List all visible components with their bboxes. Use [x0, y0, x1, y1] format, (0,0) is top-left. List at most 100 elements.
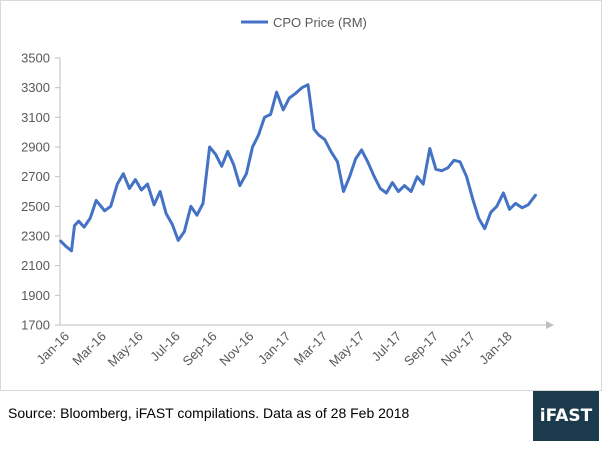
- data-point: [514, 202, 517, 205]
- data-point: [103, 210, 106, 212]
- data-point: [521, 207, 523, 209]
- x-axis-arrow: [546, 321, 554, 329]
- data-point: [483, 227, 486, 230]
- data-point: [422, 183, 425, 185]
- x-tick-label: Jan-16: [33, 329, 72, 368]
- x-tick-label: May-17: [326, 329, 367, 370]
- data-point: [318, 134, 320, 136]
- data-point: [146, 183, 149, 185]
- data-point: [385, 192, 388, 194]
- legend-label: CPO Price (RM): [273, 15, 367, 30]
- data-point: [257, 134, 260, 136]
- series-line-cpo-price: [58, 83, 538, 253]
- data-point: [153, 204, 155, 206]
- y-tick-label: 3500: [21, 51, 50, 66]
- data-point: [435, 168, 437, 171]
- x-tick-label: Mar-17: [291, 329, 331, 369]
- data-point: [410, 190, 412, 193]
- y-tick-label: 2500: [21, 199, 50, 214]
- data-point: [128, 187, 131, 190]
- data-point: [83, 226, 85, 228]
- y-tick-label: 2900: [21, 140, 50, 155]
- data-point: [502, 192, 505, 194]
- x-tick-label: Jan-18: [476, 329, 515, 368]
- data-point: [239, 184, 241, 187]
- data-point: [183, 230, 186, 233]
- data-point: [275, 91, 278, 93]
- data-point: [348, 175, 351, 178]
- data-point: [140, 189, 143, 191]
- data-point: [282, 109, 285, 111]
- data-point: [159, 190, 161, 193]
- y-tick-label: 3100: [21, 110, 50, 125]
- data-point: [269, 113, 272, 116]
- footer: Source: Bloomberg, iFAST compilations. D…: [0, 390, 602, 453]
- y-tick-label: 2300: [21, 229, 50, 244]
- data-point: [441, 169, 443, 172]
- data-point: [208, 146, 211, 148]
- data-point: [59, 239, 61, 242]
- x-tick-label: Nov-16: [216, 329, 256, 369]
- data-point: [251, 146, 254, 148]
- data-point: [429, 147, 431, 150]
- data-point: [73, 224, 76, 227]
- data-point: [263, 116, 266, 119]
- data-point: [232, 164, 235, 166]
- data-point: [397, 190, 400, 193]
- data-point: [220, 165, 223, 168]
- data-point: [330, 150, 332, 153]
- data-point: [416, 175, 419, 178]
- x-tick-label: Mar-16: [69, 329, 109, 369]
- y-tick-label: 1900: [21, 288, 50, 303]
- y-tick-label: 1700: [21, 318, 50, 333]
- data-point: [190, 205, 192, 208]
- data-point: [373, 175, 376, 178]
- data-point: [403, 184, 406, 187]
- data-point: [177, 239, 179, 242]
- data-point: [336, 161, 339, 163]
- data-point: [527, 204, 529, 206]
- x-tick-label: Jul-17: [369, 329, 405, 365]
- data-point: [307, 83, 309, 86]
- data-point: [496, 205, 498, 208]
- data-point: [508, 208, 511, 211]
- x-tick-label: Jan-17: [255, 329, 294, 368]
- data-point: [134, 178, 137, 181]
- data-point: [459, 161, 461, 163]
- data-point: [535, 193, 537, 196]
- source-note: Source: Bloomberg, iFAST compilations. D…: [8, 405, 410, 421]
- data-point: [366, 161, 369, 163]
- x-tick-label: Nov-17: [438, 329, 478, 369]
- data-point: [77, 220, 80, 222]
- x-tick-label: May-16: [105, 329, 146, 370]
- x-tick-label: Sep-16: [179, 329, 219, 369]
- data-point: [196, 214, 198, 216]
- data-point: [165, 213, 167, 215]
- data-point: [171, 223, 173, 225]
- y-tick-label: 3300: [21, 80, 50, 95]
- data-point: [313, 128, 315, 130]
- data-point: [89, 217, 91, 219]
- data-point: [95, 199, 97, 202]
- data-point: [453, 159, 455, 162]
- data-point: [202, 202, 204, 205]
- y-tick-label: 2100: [21, 258, 50, 273]
- data-point: [360, 149, 363, 151]
- x-tick-label: Sep-17: [401, 329, 441, 369]
- data-point: [245, 172, 248, 175]
- data-point: [116, 183, 119, 185]
- data-point: [465, 175, 468, 178]
- data-point: [214, 153, 217, 156]
- data-point: [70, 250, 73, 252]
- data-point: [288, 97, 291, 99]
- ifast-logo: iFAST: [533, 391, 599, 441]
- data-point: [342, 190, 345, 193]
- data-point: [109, 205, 112, 208]
- data-point: [490, 211, 492, 214]
- data-point: [324, 138, 326, 141]
- data-point: [391, 181, 394, 184]
- data-point: [122, 172, 125, 175]
- data-point: [447, 167, 449, 169]
- data-point: [354, 158, 357, 160]
- line-chart: 1700 1900 2100 2300 2500 2700 2900 3100 3300 3500…: [21, 15, 554, 370]
